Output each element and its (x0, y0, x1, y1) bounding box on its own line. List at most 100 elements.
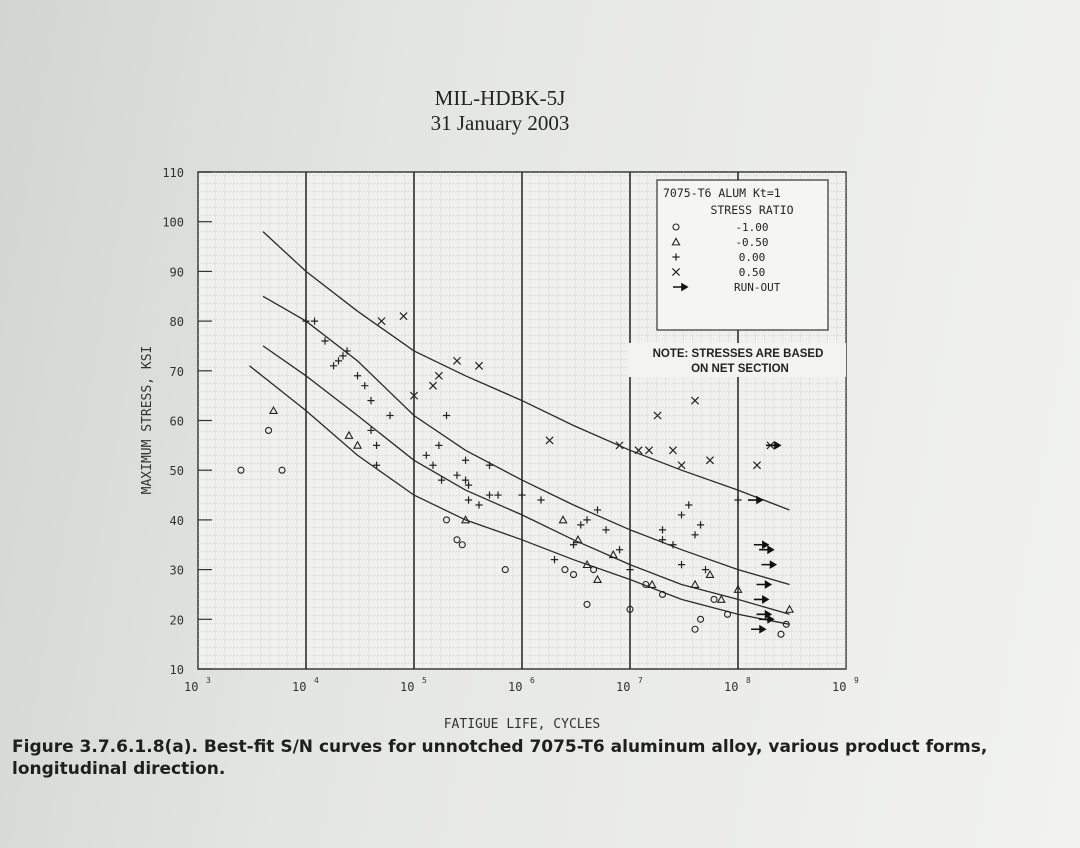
point-plus-37 (626, 566, 634, 574)
legend-marker-x (671, 267, 681, 277)
x-tick-exponent-7: 7 (638, 676, 643, 685)
point-plus-13 (386, 411, 394, 420)
point-plus-7 (353, 372, 362, 380)
point-plus-14 (422, 451, 430, 459)
point-plus-27 (494, 491, 502, 499)
point-triangle-1 (344, 430, 354, 439)
note-line2: ON NET SECTION (691, 363, 789, 375)
point-x-5 (452, 356, 462, 365)
point-x-10 (644, 446, 654, 455)
point-triangle-2 (352, 440, 363, 449)
x-tick-label-9: 10 (832, 680, 846, 694)
point-circle-8 (569, 571, 578, 579)
point-arrow-9 (765, 440, 782, 450)
point-x-1 (399, 312, 408, 321)
legend-label-triangle: -0.50 (735, 236, 768, 249)
legend-marker-arrow (673, 282, 689, 292)
point-circle-17 (723, 610, 732, 618)
note: NOTE: STRESSES ARE BASED ON NET SECTION (628, 343, 846, 377)
point-plus-33 (583, 516, 591, 524)
point-arrow-0 (748, 495, 764, 505)
point-triangle-8 (608, 549, 618, 559)
document-header: MIL-HDBK-5J 31 January 2003 (380, 86, 620, 136)
point-plus-4 (334, 357, 343, 365)
x-axis-ticks: 10 3 10 4 10 5 10 6 10 7 10 8 10 9 (184, 676, 859, 694)
legend-label-x: 0.50 (739, 266, 766, 279)
point-circle-9 (583, 600, 591, 608)
y-tick-label-80: 80 (170, 315, 184, 329)
x-tick-label-4: 10 (292, 680, 306, 694)
point-plus-43 (685, 501, 693, 509)
point-plus-25 (485, 491, 494, 499)
x-tick-label-3: 10 (184, 680, 198, 694)
point-triangle-11 (705, 569, 715, 578)
point-plus-34 (593, 506, 602, 514)
point-triangle-5 (573, 535, 583, 544)
point-triangle-14 (784, 604, 795, 613)
point-plus-45 (696, 521, 705, 529)
point-circle-7 (561, 566, 569, 574)
x-tick-exponent-4: 4 (314, 676, 319, 685)
point-plus-35 (602, 526, 610, 534)
point-plus-9 (367, 397, 375, 405)
point-triangle-13 (733, 584, 743, 593)
point-x-13 (677, 461, 686, 470)
point-circle-19 (782, 620, 790, 628)
point-x-4 (434, 371, 443, 380)
point-plus-16 (435, 441, 443, 449)
point-circle-18 (777, 630, 785, 638)
point-plus-12 (372, 461, 381, 469)
x-tick-exponent-9: 9 (854, 676, 859, 685)
y-tick-label-10: 10 (170, 663, 184, 677)
legend-entries: -1.00 -0.50 0.00 0.50 RUN-OUT (671, 221, 781, 294)
point-x-16 (752, 461, 762, 470)
point-plus-5 (339, 352, 347, 360)
point-circle-16 (710, 595, 718, 603)
point-plus-0 (302, 317, 310, 325)
data-points (237, 312, 795, 638)
legend-marker-plus (672, 253, 680, 261)
point-circle-0 (237, 466, 245, 474)
legend-marker-triangle (671, 237, 681, 246)
legend-title-line2: STRESS RATIO (710, 203, 793, 217)
point-plus-30 (550, 556, 559, 564)
point-plus-46 (701, 566, 710, 574)
y-tick-label-70: 70 (170, 365, 184, 379)
legend-marker-circle (672, 223, 680, 231)
point-plus-22 (464, 481, 473, 489)
y-tick-label-110: 110 (162, 166, 184, 180)
point-plus-47 (734, 496, 742, 504)
best-fit-curves (249, 231, 790, 625)
point-circle-11 (626, 605, 634, 613)
point-plus-18 (442, 411, 451, 420)
point-plus-11 (372, 441, 381, 449)
y-axis-label: MAXIMUM STRESS, KSI (140, 346, 155, 495)
point-x-11 (653, 411, 662, 420)
y-tick-label-50: 50 (170, 464, 184, 478)
x-tick-exponent-5: 5 (422, 676, 427, 685)
x-tick-exponent-6: 6 (530, 676, 535, 685)
x-tick-label-6: 10 (508, 680, 522, 694)
point-triangle-12 (716, 594, 726, 603)
point-plus-8 (361, 382, 369, 390)
y-tick-label-100: 100 (162, 216, 184, 230)
y-tick-label-90: 90 (170, 265, 184, 279)
point-triangle-10 (690, 579, 700, 588)
point-circle-13 (658, 590, 667, 599)
point-plus-10 (367, 426, 375, 435)
point-circle-4 (453, 536, 461, 544)
point-x-9 (634, 446, 643, 455)
point-triangle-7 (592, 574, 603, 583)
point-arrow-2 (759, 545, 775, 555)
point-triangle-6 (582, 559, 592, 569)
x-tick-label-8: 10 (724, 680, 738, 694)
point-plus-39 (658, 536, 667, 544)
point-circle-6 (501, 566, 509, 574)
legend-label-circle: -1.00 (735, 221, 768, 234)
legend-box (656, 179, 829, 331)
curve-ratio--1.00 (249, 365, 790, 625)
point-arrow-8 (751, 624, 767, 634)
point-plus-2 (321, 337, 329, 345)
point-plus-1 (310, 317, 319, 325)
curve-ratio-0.50 (262, 231, 790, 511)
